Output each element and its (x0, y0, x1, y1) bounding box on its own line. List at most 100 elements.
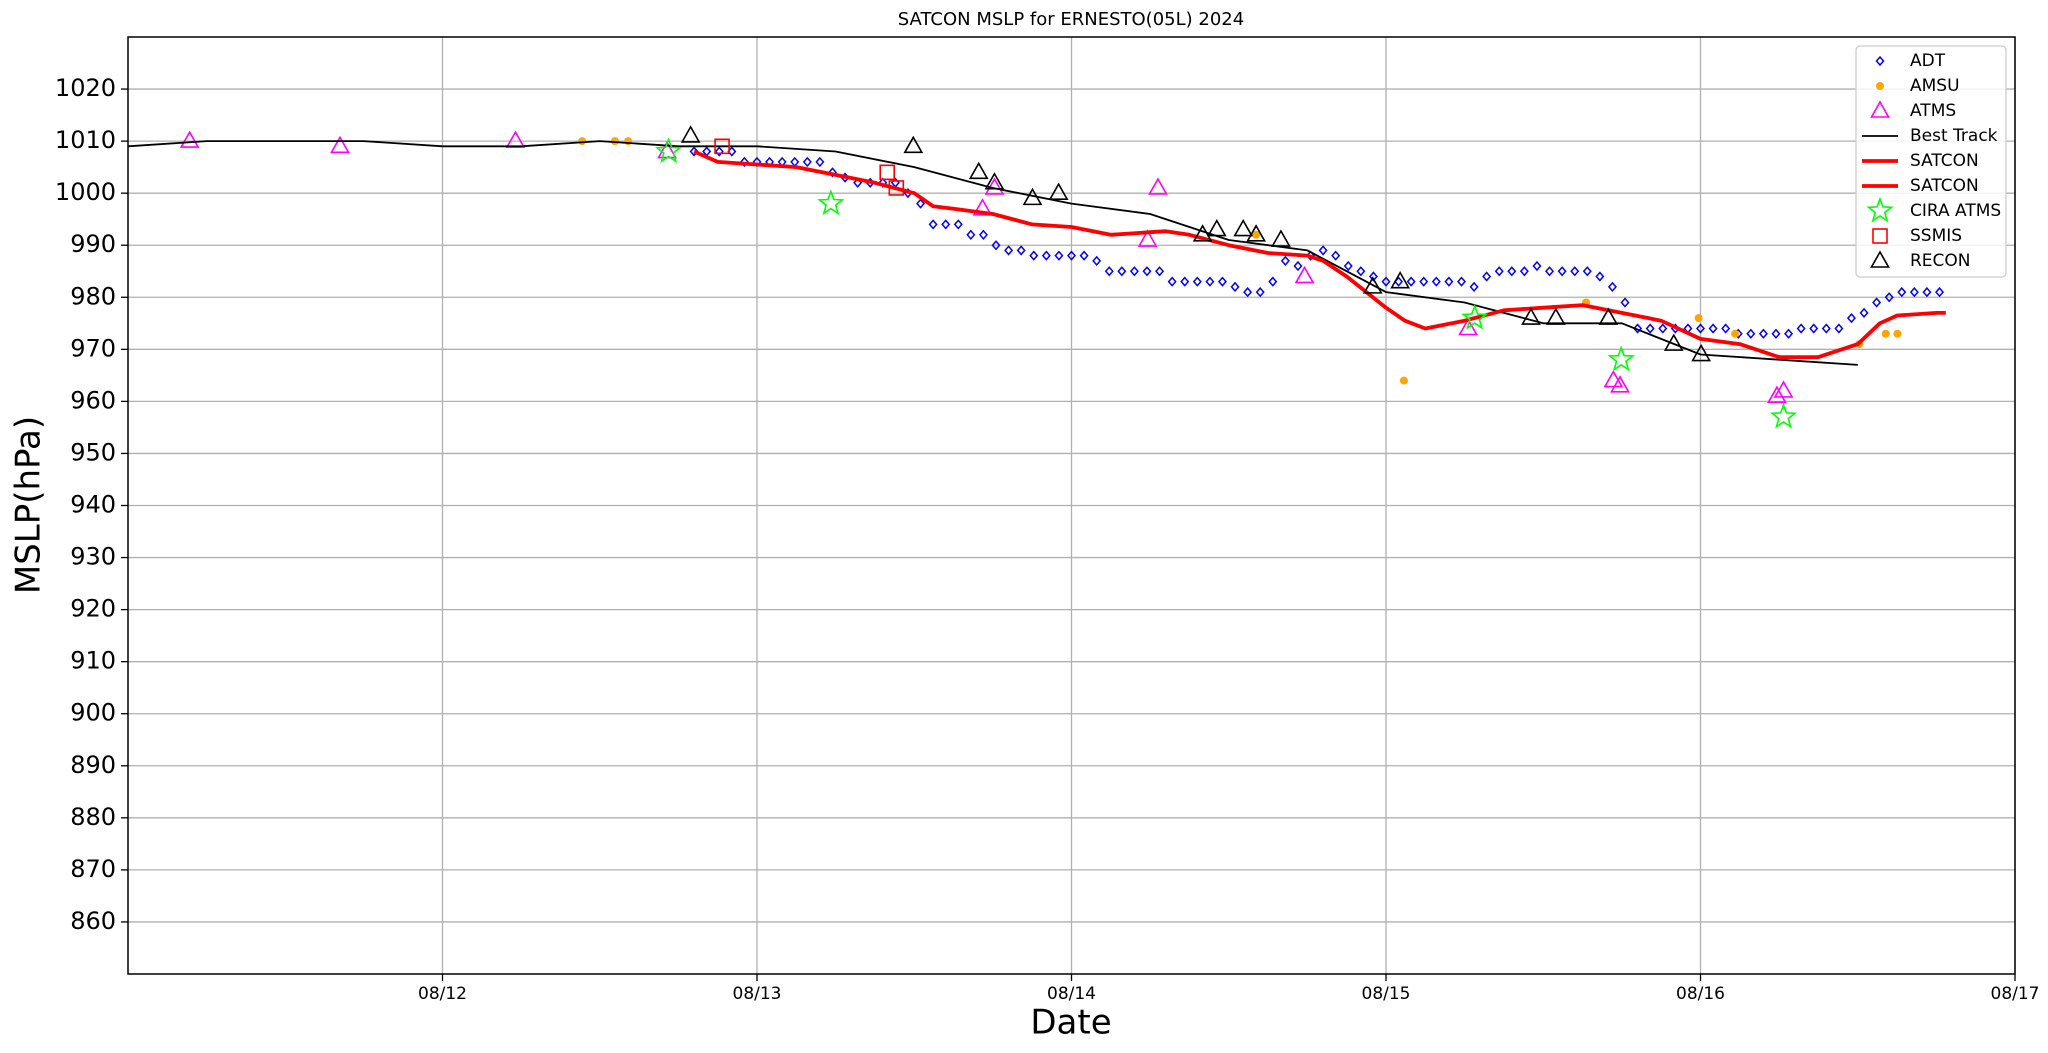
data-point (1694, 314, 1703, 323)
data-point (1658, 323, 1668, 334)
legend-label: SSMIS (1910, 226, 1962, 246)
legend-swatch (1870, 100, 1890, 118)
data-point (953, 219, 963, 230)
data-point (1192, 224, 1213, 242)
data-point (1048, 182, 1069, 200)
data-point (714, 146, 724, 157)
data-point (1846, 312, 1856, 324)
data-point (941, 219, 951, 230)
x-tick-label: 08/13 (733, 984, 782, 1004)
legend-swatch (1870, 250, 1890, 268)
data-point (1893, 329, 1902, 338)
data-point (1280, 255, 1290, 266)
data-point (1645, 323, 1655, 334)
data-point (1029, 250, 1039, 261)
data-point (879, 164, 896, 181)
data-point (1456, 276, 1466, 287)
data-point (1721, 323, 1731, 334)
data-point (1784, 328, 1794, 339)
data-point (1268, 276, 1278, 287)
data-point (1598, 307, 1619, 325)
data-point (689, 146, 699, 157)
data-point (1233, 218, 1254, 237)
data-point (1610, 375, 1630, 393)
data-point (1294, 265, 1315, 284)
data-point (1922, 286, 1932, 298)
data-point (1155, 266, 1165, 277)
data-point (968, 161, 989, 180)
data-point (1909, 286, 1919, 298)
data-point (1821, 323, 1831, 334)
y-tick-label: 990 (70, 230, 116, 258)
data-point (1230, 281, 1240, 293)
data-point (1767, 385, 1787, 403)
data-point (1004, 245, 1014, 256)
data-point (1872, 297, 1882, 308)
series-line (127, 140, 1858, 366)
data-point (1746, 328, 1756, 339)
data-point (815, 156, 825, 168)
legend-label: SATCON (1910, 151, 1979, 171)
plot-frame (127, 36, 2016, 975)
data-point (1758, 328, 1768, 339)
data-point (1252, 230, 1261, 239)
y-tick-label: 1010 (55, 126, 116, 154)
data-point (1557, 266, 1567, 277)
data-point (1104, 266, 1114, 277)
data-point (1142, 266, 1152, 277)
data-point (1708, 323, 1718, 334)
data-point (578, 137, 587, 146)
data-point (972, 198, 993, 216)
data-point (1545, 307, 1566, 325)
data-point (1663, 333, 1684, 351)
x-axis-label: Date (1030, 1003, 1111, 1043)
series-line (693, 149, 1946, 359)
y-tick-label: 880 (70, 803, 116, 831)
y-tick-label: 940 (70, 491, 116, 519)
legend-label: ATMS (1910, 101, 1956, 121)
data-point (1545, 266, 1555, 277)
data-point (1881, 329, 1890, 338)
data-point (802, 156, 812, 168)
data-point (1607, 281, 1617, 293)
x-tick-label: 08/17 (1991, 984, 2040, 1004)
data-point (1129, 266, 1139, 277)
data-point (330, 135, 350, 154)
data-point (1444, 276, 1454, 287)
data-point (1192, 276, 1202, 287)
data-point (991, 240, 1001, 251)
y-tick-label: 920 (70, 595, 116, 623)
y-tick-label: 870 (70, 855, 116, 883)
data-point (1595, 271, 1605, 282)
y-tick-label: 930 (70, 543, 116, 571)
data-point (1255, 286, 1265, 298)
data-point (1570, 266, 1580, 277)
data-point (1582, 266, 1592, 277)
legend-swatch (1876, 82, 1884, 90)
data-point (1092, 255, 1102, 266)
y-tick-label: 900 (70, 699, 116, 727)
data-point (1731, 329, 1740, 338)
y-axis-label: MSLP(hPa) (9, 416, 49, 594)
data-point (1067, 250, 1076, 261)
data-point (1022, 187, 1043, 206)
data-point (1633, 323, 1643, 334)
data-point (1054, 250, 1064, 261)
data-point (739, 156, 749, 168)
data-point (1117, 266, 1127, 277)
legend-swatch (1866, 196, 1894, 223)
x-tick-label: 08/14 (1047, 984, 1096, 1004)
x-tick-label: 08/16 (1676, 984, 1725, 1004)
data-point (1482, 271, 1492, 282)
data-point (1461, 303, 1489, 330)
data-point (1390, 271, 1411, 289)
legend-swatch (1872, 228, 1888, 244)
y-tick-label: 950 (70, 438, 116, 466)
data-point (1419, 276, 1429, 287)
data-point (1458, 317, 1478, 336)
data-point (817, 189, 845, 216)
legend-label: ADT (1910, 51, 1946, 71)
data-point (1859, 307, 1869, 319)
data-point (1431, 276, 1441, 287)
y-tick-label: 860 (70, 907, 116, 935)
